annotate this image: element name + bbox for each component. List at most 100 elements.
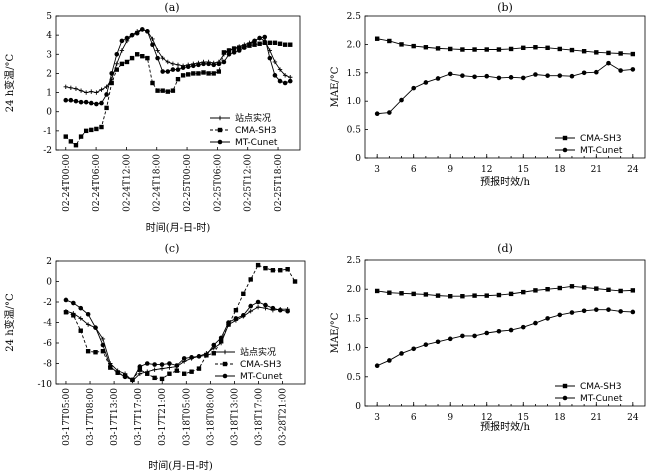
data-point [277, 41, 283, 46]
data-point [252, 38, 257, 44]
data-point [226, 48, 232, 53]
data-point [63, 84, 68, 90]
data-point [282, 80, 288, 86]
y-tick-label: 1.5 [347, 69, 362, 79]
data-point [137, 371, 143, 376]
data-point [226, 51, 232, 57]
data-point [175, 67, 181, 72]
data-point [167, 361, 172, 366]
data-point [423, 80, 429, 85]
data-point [165, 59, 170, 65]
data-point [150, 42, 155, 48]
data-point [594, 307, 599, 312]
data-point [73, 98, 79, 104]
data-point [145, 29, 150, 34]
data-point [94, 126, 99, 132]
data-point [152, 375, 157, 381]
data-point [160, 69, 165, 74]
y-tick-label: 0 [355, 154, 361, 164]
data-point [155, 88, 160, 93]
data-point [68, 85, 74, 90]
data-point [233, 308, 239, 313]
data-point [618, 68, 623, 73]
y-tick-label: -2 [43, 146, 52, 156]
data-point [211, 351, 216, 356]
data-point [137, 367, 143, 372]
data-point [460, 47, 465, 52]
data-point [460, 333, 465, 339]
data-point [122, 374, 128, 380]
plot-frame [364, 15, 646, 159]
data-point [78, 134, 84, 139]
x-tick-label: 18 [554, 165, 566, 175]
data-point [252, 42, 257, 47]
data-point [71, 300, 76, 306]
data-point [496, 75, 502, 81]
data-point [99, 100, 104, 106]
y-tick-label: 2 [46, 257, 52, 267]
data-point [152, 362, 157, 367]
data-point [423, 45, 429, 50]
y-tick-label: 0 [46, 108, 52, 118]
data-point [520, 324, 526, 330]
data-point [233, 316, 239, 321]
data-point [435, 76, 441, 81]
data-point [508, 327, 514, 333]
data-point [206, 61, 211, 67]
data-point [569, 73, 575, 79]
y-tick-label: 0 [355, 402, 361, 412]
data-point [221, 59, 227, 65]
data-point [83, 99, 89, 105]
y-tick-label: 5 [46, 12, 52, 22]
y-tick-label: -8 [43, 360, 52, 370]
data-point [139, 27, 145, 32]
data-point [248, 277, 253, 282]
data-point [134, 52, 140, 57]
data-point [241, 291, 246, 296]
data-point [399, 97, 404, 103]
x-tick-label: 03-18T13:00 [230, 388, 240, 446]
data-point [411, 291, 416, 297]
data-point [411, 346, 416, 352]
legend: 站点实况 CMA-SH3 MT-Cunet [215, 346, 283, 382]
data-point [496, 47, 502, 52]
data-point [99, 124, 104, 130]
x-axis-label: 预报时效/h [480, 175, 530, 188]
data-point [270, 305, 276, 311]
x-tick-label: 02-24T12:00 [122, 154, 132, 212]
data-point [411, 43, 416, 49]
x-tick-label: 02-25T18:00 [274, 154, 284, 212]
data-point [533, 288, 538, 293]
y-tick-label: -4 [43, 319, 52, 329]
data-point [175, 76, 181, 82]
data-point [89, 127, 94, 133]
data-point [484, 47, 489, 52]
data-point [472, 74, 477, 80]
panel-1: -2 -1 0 1 2 3 4 5 02-24T00:00 02-24T06:00 02-24T12… [3, 1, 301, 234]
legend-marker [222, 349, 228, 355]
data-point [508, 291, 514, 297]
data-point [285, 267, 290, 272]
data-point [237, 45, 242, 50]
data-point [181, 371, 187, 376]
data-point [160, 55, 165, 61]
data-point [114, 67, 119, 72]
panel-3: -10 -8 -6 -4 -2 0 2 03-17T05:00 03-17T08:00 03-17… [3, 242, 306, 472]
series-CMA-SH3 [374, 284, 636, 299]
data-point [277, 67, 283, 72]
data-point [581, 308, 587, 314]
data-point [448, 46, 453, 52]
data-point [175, 62, 181, 68]
data-point [282, 42, 288, 47]
data-point [484, 73, 490, 79]
data-point [150, 80, 155, 86]
data-point [89, 89, 94, 94]
x-tick-label: 02-24T00:00 [62, 154, 72, 212]
data-point [496, 328, 502, 334]
x-tick-label: 02-24T18:00 [153, 154, 163, 212]
data-point [399, 351, 404, 356]
data-point [606, 60, 611, 66]
data-point [100, 342, 106, 348]
data-point [545, 287, 550, 292]
